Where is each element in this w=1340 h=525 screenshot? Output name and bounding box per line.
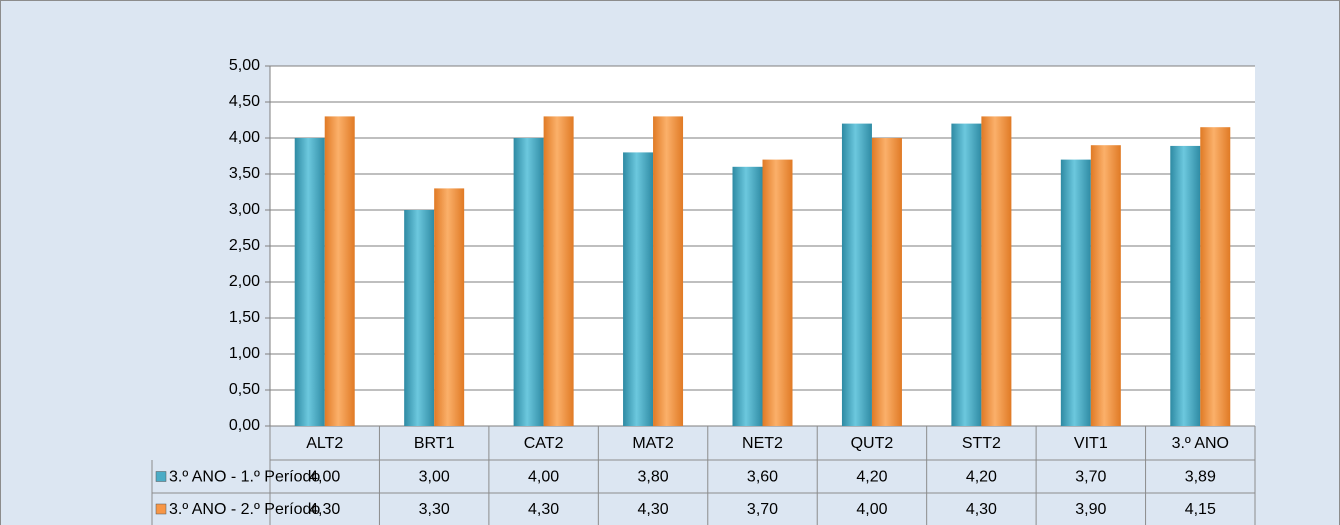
bar [404,210,435,426]
bar [434,188,465,426]
table-cell: 4,00 [856,501,887,518]
table-cell: 3,70 [747,501,778,518]
bar [543,116,574,427]
y-tick-label: 2,50 [229,237,260,254]
table-cell: 4,30 [309,501,340,518]
bar [1200,127,1231,426]
bar [732,166,763,427]
table-cell: 4,30 [966,501,997,518]
y-tick-label: 0,00 [229,417,260,434]
bar [1090,145,1121,426]
x-tick-label: QUT2 [851,435,894,452]
bar [951,123,982,426]
x-tick-label: 3.º ANO [1172,435,1229,452]
x-tick-label: MAT2 [632,435,674,452]
y-tick-label: 1,50 [229,309,260,326]
legend-label: 3.º ANO - 2.º Período [169,501,320,518]
table-cell: 3,00 [419,469,450,486]
legend-swatch [155,503,167,515]
table-cell: 3,60 [747,469,778,486]
x-tick-label: ALT2 [306,435,343,452]
bar [1060,159,1091,426]
table-cell: 3,80 [637,469,668,486]
table-cell: 4,20 [966,469,997,486]
table-cell: 4,00 [528,469,559,486]
y-tick-label: 3,00 [229,201,260,218]
x-tick-label: CAT2 [524,435,564,452]
bar [981,116,1012,427]
bar [623,152,654,426]
table-cell: 3,70 [1075,469,1106,486]
bar [294,138,325,426]
table-cell: 4,30 [528,501,559,518]
table-cell: 4,15 [1185,501,1216,518]
legend-label: 3.º ANO - 1.º Período [169,469,320,486]
x-tick-label: NET2 [742,435,783,452]
y-tick-label: 2,00 [229,273,260,290]
y-tick-label: 4,00 [229,129,260,146]
bar [841,123,872,426]
table-cell: 4,30 [637,501,668,518]
bar [324,116,355,427]
y-tick-label: 1,00 [229,345,260,362]
x-tick-label: BRT1 [414,435,455,452]
bar [513,138,544,426]
table-cell: 3,89 [1185,469,1216,486]
bar [1170,145,1201,427]
table-cell: 4,00 [309,469,340,486]
x-tick-label: STT2 [962,435,1001,452]
y-tick-label: 5,00 [229,57,260,74]
bar [871,138,902,426]
x-tick-label: VIT1 [1074,435,1108,452]
y-tick-label: 3,50 [229,165,260,182]
legend-swatch [155,471,167,482]
y-tick-label: 0,50 [229,381,260,398]
table-cell: 4,20 [856,469,887,486]
y-tick-label: 4,50 [229,93,260,110]
table-cell: 3,30 [419,501,450,518]
bar [762,159,793,426]
bar [653,116,684,427]
table-cell: 3,90 [1075,501,1106,518]
